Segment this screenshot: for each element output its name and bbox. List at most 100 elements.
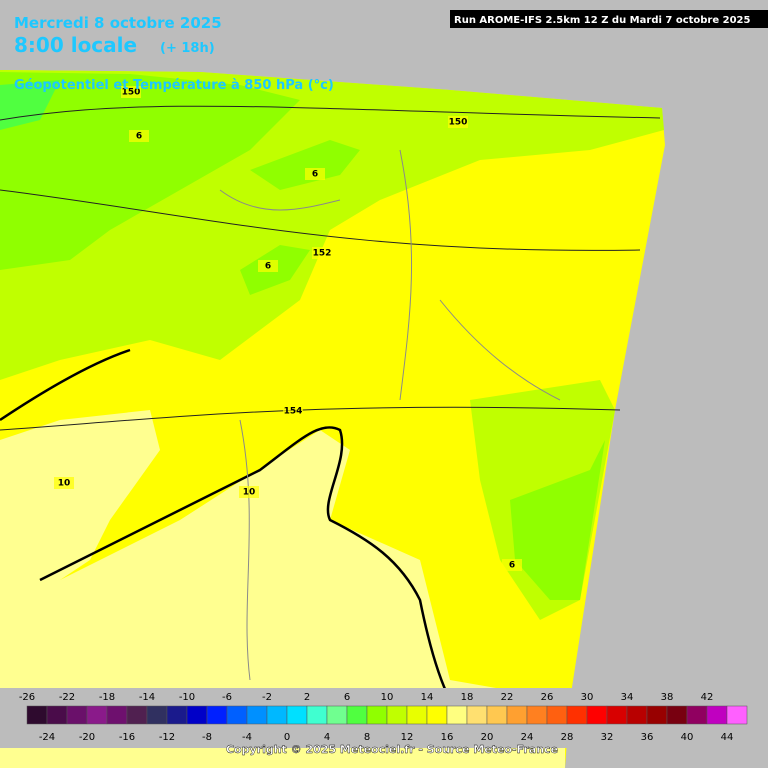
borders: [219, 149, 561, 681]
colorbar-cell: [506, 705, 528, 725]
contour-label-bg: [129, 130, 149, 142]
colorbar-top-label: 6: [344, 692, 350, 703]
contour-label-bg: [239, 486, 259, 498]
contour-label: 154: [284, 407, 303, 417]
colorbar-cell: [226, 705, 248, 725]
colorbar-top-label: -10: [179, 692, 195, 703]
colorbar-bottom-label: -20: [79, 732, 95, 743]
lead-time: (+ 18h): [160, 41, 215, 56]
colorbar-bottom-label: -8: [202, 732, 212, 743]
subtitle: Géopotentiel et Température à 850 hPa (°…: [14, 78, 334, 93]
colorbar-bottom-label: -24: [39, 732, 55, 743]
colorbar-cell: [586, 705, 608, 725]
colorbar-cell: [646, 705, 668, 725]
zone-6b: [250, 140, 360, 190]
date-line: Mercredi 8 octobre 2025: [14, 14, 222, 32]
colorbar-top-label: -18: [99, 692, 115, 703]
colorbar-cell: [706, 705, 728, 725]
colorbar-top-label: 14: [421, 692, 434, 703]
colorbar-cell: [546, 705, 568, 725]
time-line: 8:00 locale: [14, 33, 137, 57]
contour-label: 150: [449, 118, 468, 128]
colorbar-top-label: -6: [222, 692, 232, 703]
colorbar-top-label: 42: [701, 692, 714, 703]
contour-label-bg: [305, 168, 325, 180]
colorbar-cell: [266, 705, 288, 725]
contour-label: 6: [265, 262, 271, 272]
run-bar: [450, 10, 768, 28]
zone-14: [0, 410, 565, 768]
contour-label: 6: [509, 561, 515, 571]
colorbar-cell: [286, 705, 308, 725]
colorbar-cell: [666, 705, 688, 725]
colorbar-bottom-label: -16: [119, 732, 135, 743]
colorbar: -26 -22 -18 -14 -10 -6 -2 2 6 10 14 18 22 26 30 34 38 42-…: [0, 688, 768, 748]
colorbar-cell: [386, 705, 408, 725]
colorbar-cell: [466, 705, 488, 725]
colorbar-cell: [166, 705, 188, 725]
contour-label-bg: [312, 247, 332, 259]
zone-6: [0, 72, 300, 270]
colorbar-bottom-label: 8: [364, 732, 370, 743]
contour-label-bg: [448, 116, 468, 128]
colorbar-bottom-label: 24: [521, 732, 534, 743]
colorbar-bottom-label: 12: [401, 732, 414, 743]
contour-label: 152: [313, 249, 332, 259]
contour-label-bg: [121, 86, 141, 98]
contour-label-bg: [258, 260, 278, 272]
colorbar-cell: [146, 705, 168, 725]
colorbar-cell: [686, 705, 708, 725]
colorbar-bottom-label: 20: [481, 732, 494, 743]
colorbar-top-label: 2: [304, 692, 310, 703]
colorbar-cell: [726, 705, 748, 725]
colorbar-top-label: 30: [581, 692, 594, 703]
colorbar-bottom-label: 28: [561, 732, 574, 743]
colorbar-top-label: -22: [59, 692, 75, 703]
colorbar-cell: [326, 705, 348, 725]
colorbar-cell: [366, 705, 388, 725]
contour-label-bg: [502, 559, 522, 571]
contour-label-bg: [54, 477, 74, 489]
run-info: Run AROME-IFS 2.5km 12 Z du Mardi 7 octo…: [454, 15, 750, 26]
contour-labels: 150 150 6 6 6 152 154 10 10 6: [54, 86, 522, 571]
colorbar-cell: [446, 705, 468, 725]
colorbar-cell: [26, 705, 48, 725]
colorbar-top-label: 10: [381, 692, 394, 703]
colorbar-top-label: -14: [139, 692, 155, 703]
colorbar-cell: [106, 705, 128, 725]
contour-10: [0, 348, 452, 701]
colorbar-cell: [186, 705, 208, 725]
colorbar-cell: [486, 705, 508, 725]
colorbar-top-label: 26: [541, 692, 554, 703]
contour-label: 10: [243, 488, 256, 498]
colorbar-top-label: -2: [262, 692, 272, 703]
zone-6d: [510, 440, 605, 600]
contour-label-bg: [283, 405, 303, 417]
colorbar-bottom-label: -4: [242, 732, 252, 743]
contour-label: 150: [122, 88, 141, 98]
colorbar-cell: [46, 705, 68, 725]
colorbar-cell: [626, 705, 648, 725]
colorbar-cell: [246, 705, 268, 725]
copyright: Copyright © 2025 Meteociel.fr - Source M…: [226, 743, 558, 756]
colorbar-cell: [126, 705, 148, 725]
colorbar-cell: [66, 705, 88, 725]
contour-label: 6: [136, 132, 142, 142]
colorbar-bottom-label: 0: [284, 732, 290, 743]
contour-label: 10: [58, 479, 71, 489]
colorbar-cell: [86, 705, 108, 725]
colorbar-bottom-label: 32: [601, 732, 614, 743]
colorbar-bottom-label: 16: [441, 732, 454, 743]
colorbar-cell: [346, 705, 368, 725]
colorbar-bottom-label: 40: [681, 732, 694, 743]
colorbar-top-label: -26: [19, 692, 35, 703]
colorbar-cell: [406, 705, 428, 725]
colorbar-bottom-label: 44: [721, 732, 734, 743]
contour-label: 6: [312, 170, 318, 180]
colorbar-cell: [426, 705, 448, 725]
colorbar-top-label: 38: [661, 692, 674, 703]
colorbar-cell: [566, 705, 588, 725]
colorbar-cell: [306, 705, 328, 725]
colorbar-bottom-label: -12: [159, 732, 175, 743]
